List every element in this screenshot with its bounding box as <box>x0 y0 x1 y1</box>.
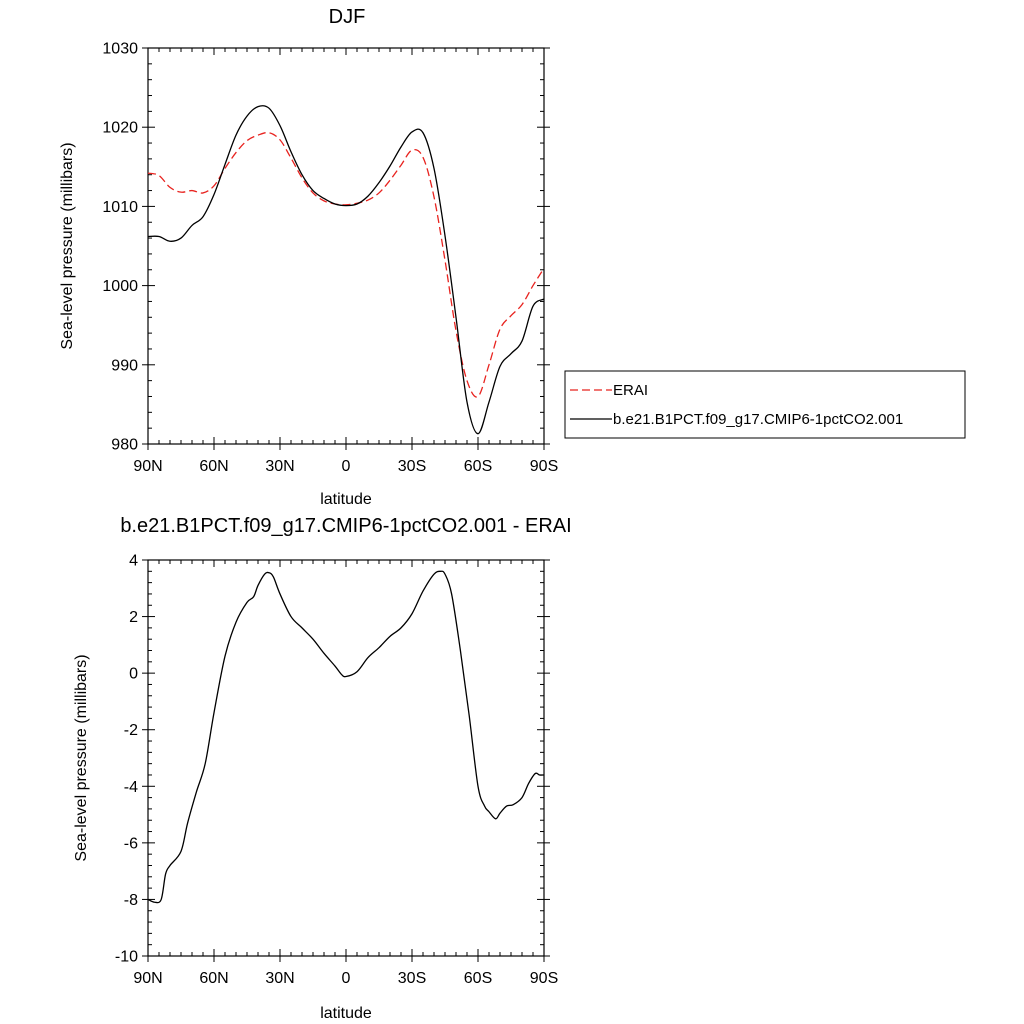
y-tick-label: 1020 <box>102 120 138 137</box>
x-tick-label: 30S <box>398 458 426 475</box>
y-tick-label: -6 <box>124 835 138 852</box>
x-tick-label: 0 <box>342 458 351 475</box>
legend: ERAI b.e21.B1PCT.f09_g17.CMIP6-1pctCO2.0… <box>564 370 966 439</box>
axis-ticks: 90N 60N 30N 0 30S 60S 90S -10 -8 -6 -4 -2 0 2 4 <box>115 553 558 988</box>
plot-frame <box>147 559 545 957</box>
series-line-erai <box>147 131 545 398</box>
x-tick-label: 30S <box>398 970 426 987</box>
x-tick-label: 90S <box>530 458 558 475</box>
y-tick-label: -8 <box>124 892 138 909</box>
axis-ticks: 90N 60N 30N 0 30S 60S 90S 980 990 1000 1010 1020 103… <box>102 41 558 476</box>
y-tick-label: -10 <box>115 949 138 966</box>
x-axis-label: latitude <box>320 1005 372 1022</box>
x-tick-label: 30N <box>265 970 294 987</box>
x-tick-label: 0 <box>342 970 351 987</box>
legend-label-erai: ERAI <box>613 382 648 399</box>
chart-title: DJF <box>329 6 366 28</box>
series-line-model <box>147 105 545 435</box>
y-tick-label: 0 <box>129 666 138 683</box>
y-tick-label: -2 <box>124 722 138 739</box>
x-tick-label: 90N <box>133 970 162 987</box>
y-tick-label: 4 <box>129 553 138 570</box>
chart-title: b.e21.B1PCT.f09_g17.CMIP6-1pctCO2.001 - … <box>120 515 571 537</box>
x-tick-label: 60N <box>199 970 228 987</box>
x-tick-label: 90N <box>133 458 162 475</box>
series-lines <box>147 105 545 435</box>
y-tick-label: 1030 <box>102 41 138 58</box>
x-axis-label: latitude <box>320 491 372 508</box>
x-tick-label: 90S <box>530 970 558 987</box>
y-axis-label: Sea-level pressure (millibars) <box>59 142 76 349</box>
y-tick-label: 990 <box>111 357 138 374</box>
plot-frame <box>147 47 545 445</box>
x-tick-label: 60S <box>464 970 492 987</box>
y-axis-label: Sea-level pressure (millibars) <box>73 654 90 861</box>
difference-panel: b.e21.B1PCT.f09_g17.CMIP6-1pctCO2.001 - … <box>73 515 572 1022</box>
x-tick-label: 60S <box>464 458 492 475</box>
x-tick-label: 60N <box>199 458 228 475</box>
y-tick-label: 1010 <box>102 199 138 216</box>
y-tick-label: 980 <box>111 437 138 454</box>
series-line-difference <box>147 570 545 904</box>
legend-label-model: b.e21.B1PCT.f09_g17.CMIP6-1pctCO2.001 <box>613 411 903 428</box>
series-lines <box>147 570 545 904</box>
djf-panel: DJF Sea-level pressure (millibars) latit… <box>59 6 558 508</box>
y-tick-label: 1000 <box>102 278 138 295</box>
y-tick-label: -4 <box>124 779 138 796</box>
x-tick-label: 30N <box>265 458 294 475</box>
y-tick-label: 2 <box>129 609 138 626</box>
legend-box <box>564 370 966 439</box>
